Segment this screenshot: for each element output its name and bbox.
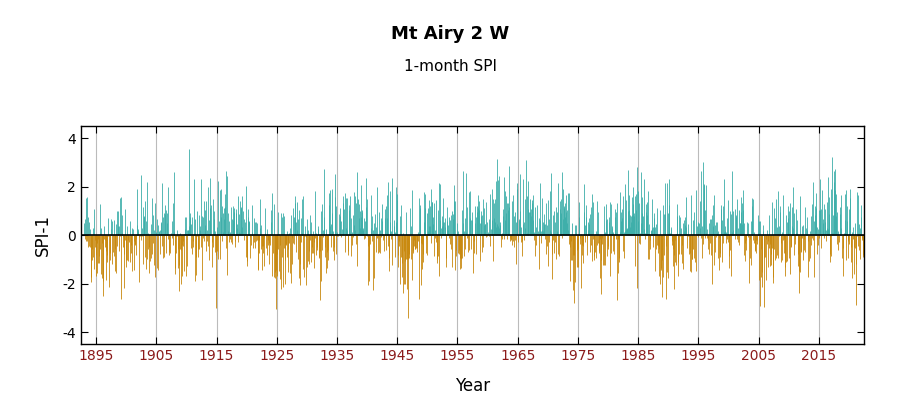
X-axis label: Year: Year (454, 377, 490, 395)
Y-axis label: SPI-1: SPI-1 (33, 214, 51, 256)
Text: 1-month SPI: 1-month SPI (403, 59, 497, 74)
Text: Mt Airy 2 W: Mt Airy 2 W (391, 25, 509, 43)
